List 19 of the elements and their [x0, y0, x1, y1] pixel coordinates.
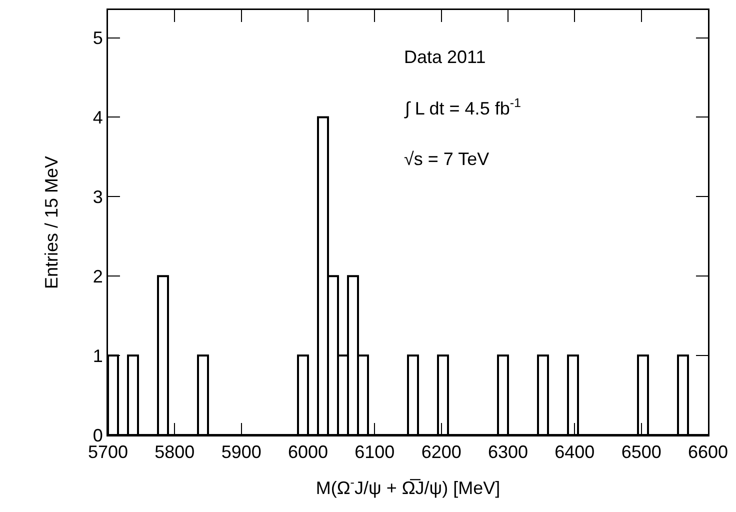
- x-tick-label: 5900: [221, 442, 262, 462]
- y-tick-label: 3: [92, 186, 103, 207]
- y-tick-label: 1: [92, 346, 103, 366]
- x-tick-label: 6000: [288, 442, 328, 462]
- y-tick-label: 2: [92, 266, 103, 286]
- x-tick-label: 5800: [154, 442, 195, 462]
- y-axis-title: Entries / 15 MeV: [41, 156, 62, 290]
- x-tick-label: 6100: [354, 442, 395, 462]
- annotation: ∫ L dt = 4.5 fb$^{-1}$: [404, 96, 522, 119]
- x-tick-label: 6500: [621, 442, 662, 462]
- x-tick-label: 6300: [488, 442, 528, 462]
- x-tick-label: 6600: [688, 442, 728, 462]
- x-tick-label: 6200: [421, 442, 462, 462]
- annotation: √s = 7 TeV: [404, 149, 490, 169]
- annotation: Data 2011: [404, 47, 486, 67]
- x-axis-title: M(Ω$^{-}$J/ψ + Ω̅J/ψ) [MeV]: [316, 475, 500, 498]
- y-tick-label: 5: [92, 28, 103, 48]
- x-tick-label: 6400: [554, 442, 595, 462]
- y-tick-label: 4: [92, 108, 103, 128]
